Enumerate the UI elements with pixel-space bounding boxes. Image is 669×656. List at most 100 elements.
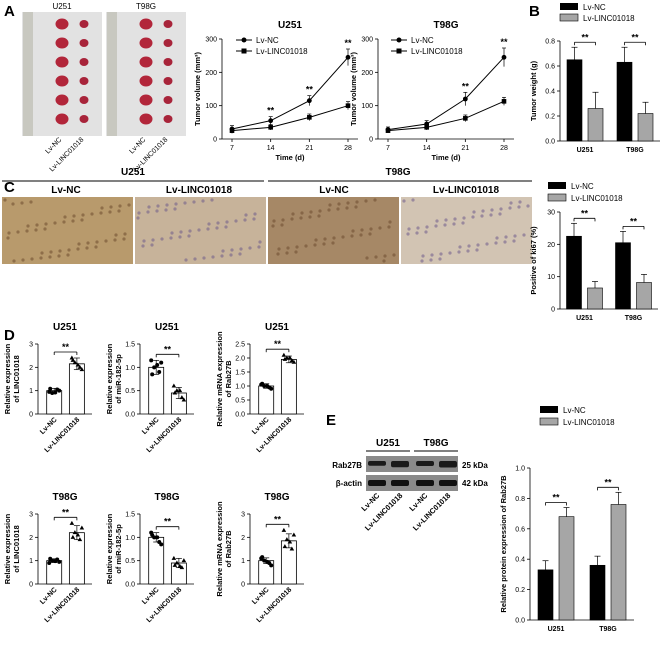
ihc-cell-dot <box>360 228 364 232</box>
tumor-nc <box>55 75 69 87</box>
ihc-cell-dot <box>304 244 308 248</box>
tumor-linc <box>163 39 173 47</box>
y-tick-label: 0.6 <box>515 526 525 533</box>
ihc-cell-dot <box>341 235 345 239</box>
data-point <box>150 372 155 377</box>
dot-chart-D4: T98G 0 1 2 3 Relative expression of LINC01018 L… <box>3 492 92 624</box>
ihc-cell-dot <box>327 208 331 212</box>
ihc-cell-dot <box>434 224 438 228</box>
data-point <box>177 563 183 568</box>
ihc-cell-dot <box>309 210 313 214</box>
y-tick-label: 1.0 <box>235 384 245 391</box>
ihc-cell-dot <box>365 256 369 260</box>
bar-Lv-LINC01018 <box>558 516 575 621</box>
ihc-cell-dot <box>244 213 248 217</box>
panel-label-b: B <box>529 3 540 20</box>
data-point <box>57 559 62 564</box>
tumor-linc <box>163 115 173 123</box>
y-tick-label: 0.4 <box>545 89 555 96</box>
tumor-linc <box>79 77 89 85</box>
ihc-cell-dot <box>509 201 513 205</box>
y-axis-label: Relative expression <box>3 343 12 414</box>
bar-Lv-LINC01018 <box>636 282 652 310</box>
ihc-cell-dot <box>114 233 118 237</box>
ihc-cell-dot <box>429 258 433 262</box>
y-tick-label: 0.0 <box>235 412 245 419</box>
data-point <box>260 381 265 386</box>
significance-label: ** <box>500 37 508 47</box>
ihc-cell-dot <box>150 243 154 247</box>
data-point <box>501 99 507 104</box>
legend-label-nc: Lv-NC <box>411 36 434 45</box>
y-tick-label: 0.8 <box>515 496 525 503</box>
y-tick-label: 30 <box>547 210 555 217</box>
y-tick-label: 0 <box>29 412 33 419</box>
ihc-cell-dot <box>354 205 358 209</box>
ihc-cell-dot <box>522 233 526 237</box>
chart-title: U251 <box>265 322 289 333</box>
ihc-cell-dot <box>156 204 160 208</box>
y-tick-label: 0.0 <box>125 582 135 589</box>
y-tick-label: 0.6 <box>545 64 555 71</box>
ihc-cell-dot <box>276 252 280 256</box>
ihc-cell-dot <box>12 259 16 263</box>
data-point <box>260 555 265 560</box>
chart-title: T98G <box>264 492 289 503</box>
ihc-cell-dot <box>420 259 424 263</box>
data-point <box>53 559 58 564</box>
tumor-nc <box>55 94 69 106</box>
chart-title: U251 <box>155 322 179 333</box>
ihc-cell-dot <box>243 218 247 222</box>
ihc-cell-dot <box>229 253 233 257</box>
ihc-cell-dot <box>248 246 252 250</box>
ihc-cell-dot <box>86 241 90 245</box>
y-tick-label: 10 <box>547 274 555 281</box>
ruler <box>107 12 117 136</box>
tumor-linc <box>79 39 89 47</box>
category-label: Lv-NC <box>39 586 59 606</box>
data-point <box>181 558 187 563</box>
tumor-photo-u251: U251 Lv-NC Lv-LINC01018 <box>22 2 102 173</box>
ihc-cell-dot <box>136 216 140 220</box>
tumor-linc <box>163 77 173 85</box>
data-point <box>171 555 177 560</box>
series-line-Lv-LINC01018 <box>231 105 349 132</box>
data-point <box>268 118 274 124</box>
y-tick-label: 2.0 <box>235 356 245 363</box>
ihc-cell-dot <box>435 219 439 223</box>
y-tick-label: 1 <box>29 388 33 395</box>
ihc-cell-dot <box>498 212 502 216</box>
panel-label-e: E <box>326 412 336 429</box>
ihc-cell-dot <box>160 237 164 241</box>
dot-chart-D2: U251 0.0 0.5 1.0 1.5 Relative expression of mi… <box>105 322 194 454</box>
ihc-cell-dot <box>34 228 38 232</box>
bar-Lv-LINC01018 <box>587 108 604 142</box>
ihc-cell-dot <box>3 198 7 202</box>
wb-membrane-rab27b <box>366 456 458 472</box>
ihc-cell-dot <box>345 206 349 210</box>
significance-label: ** <box>164 517 172 527</box>
y-axis-label: Relative expression <box>3 513 12 584</box>
tumor-linc <box>79 115 89 123</box>
tumor-nc <box>139 94 153 106</box>
ihc-cell-dot <box>192 200 196 204</box>
y-tick-label: 300 <box>361 37 373 44</box>
tumor-nc <box>55 56 69 68</box>
ihc-cell-dot <box>142 239 146 243</box>
tumor-nc <box>139 37 153 49</box>
category-label: U251 <box>577 147 594 154</box>
data-point <box>262 558 267 563</box>
significance-label: ** <box>62 507 70 517</box>
ihc-cell-dot <box>85 246 89 250</box>
ihc-cell-dot <box>81 213 85 217</box>
data-point <box>47 389 52 394</box>
wb-band-rab27b <box>391 461 409 468</box>
significance-label: ** <box>306 85 314 95</box>
y-tick-label: 2 <box>29 365 33 372</box>
category-label: T98G <box>599 626 617 633</box>
ihc-cell-dot <box>374 255 378 259</box>
ihc-cell-dot <box>295 245 299 249</box>
bar-Lv-NC <box>615 242 631 310</box>
